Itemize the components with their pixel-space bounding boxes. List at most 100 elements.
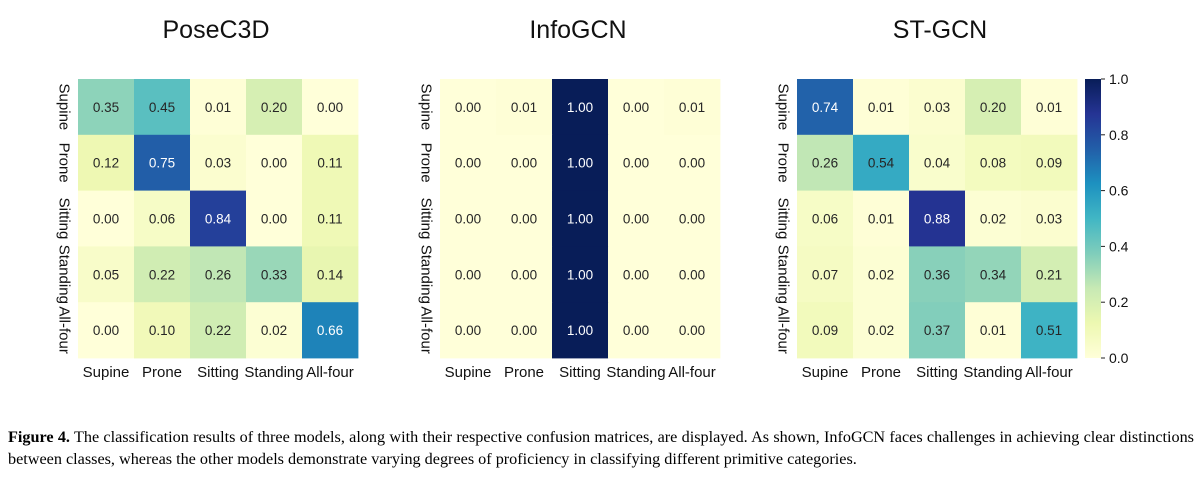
cell-value: 0.00 <box>261 156 287 171</box>
heatmap-cell <box>302 302 359 359</box>
heatmap-cell <box>1021 79 1078 136</box>
caption-text: The classification results of three mode… <box>8 428 1194 468</box>
colorbar-tick-label: 0.8 <box>1109 127 1129 143</box>
heatmap-cell <box>134 79 191 136</box>
x-tick-label: Supine <box>83 364 130 381</box>
heatmap-cell <box>302 79 359 136</box>
cell-value: 0.02 <box>261 323 287 338</box>
cell-value: 0.09 <box>1036 156 1062 171</box>
cell-value: 0.11 <box>317 212 342 227</box>
heatmap-cell <box>134 134 191 191</box>
heatmap-cell <box>552 79 609 136</box>
cell-value: 0.01 <box>205 100 231 115</box>
cell-value: 1.00 <box>567 156 593 171</box>
heatmap-cell <box>608 246 665 303</box>
heatmap-1: 0.00 0.01 1.00 0.00 0.01 0.00 0.00 1.00 0.00 0.00… <box>418 79 721 381</box>
colorbar-tick-label: 0.4 <box>1109 238 1129 254</box>
cell-value: 0.22 <box>205 323 231 338</box>
cell-value: 0.33 <box>261 267 287 282</box>
x-tick-label: Supine <box>802 364 849 381</box>
x-tick-label: Standing <box>244 364 303 381</box>
figure-caption: Figure 4. The classification results of … <box>8 426 1194 470</box>
cell-value: 0.06 <box>149 212 175 227</box>
colorbar-tick-label: 1.0 <box>1109 71 1129 87</box>
heatmap-cell <box>246 302 303 359</box>
cell-value: 0.00 <box>679 323 705 338</box>
cell-value: 0.00 <box>511 323 537 338</box>
heatmap-cell <box>190 79 247 136</box>
y-tick-label: Prone <box>775 143 792 183</box>
heatmap-cell <box>552 190 609 247</box>
heatmap-cell <box>1021 134 1078 191</box>
y-tick-label: Supine <box>418 84 435 131</box>
heatmap-cell <box>496 190 553 247</box>
heatmap-cell <box>496 302 553 359</box>
heatmap-cell <box>608 302 665 359</box>
heatmap-0: 0.35 0.45 0.01 0.20 0.00 0.12 0.75 0.03 0.00 0.11… <box>56 79 359 381</box>
x-tick-label: Sitting <box>916 364 958 381</box>
cell-value: 0.35 <box>93 100 119 115</box>
cell-value: 0.00 <box>93 323 119 338</box>
heatmap-cell <box>552 246 609 303</box>
cell-value: 0.00 <box>317 100 343 115</box>
heatmap-cell <box>302 246 359 303</box>
cell-value: 0.84 <box>205 212 232 227</box>
cell-value: 0.00 <box>511 267 537 282</box>
heatmap-cell <box>965 190 1022 247</box>
cell-value: 0.75 <box>149 156 175 171</box>
cell-value: 0.12 <box>93 156 119 171</box>
heatmap-cell <box>190 190 247 247</box>
heatmap-cell <box>965 302 1022 359</box>
heatmap-cell <box>440 134 497 191</box>
heatmap-cell <box>1021 246 1078 303</box>
heatmap-cell <box>78 79 135 136</box>
heatmap-cell <box>965 79 1022 136</box>
cell-value: 0.00 <box>511 156 537 171</box>
cell-value: 0.05 <box>93 267 119 282</box>
cell-value: 0.00 <box>623 323 649 338</box>
x-tick-label: Standing <box>963 364 1022 381</box>
heatmap-cell <box>797 302 854 359</box>
cell-value: 0.08 <box>980 156 1006 171</box>
cell-value: 0.02 <box>868 267 894 282</box>
heatmap-cell <box>909 134 966 191</box>
cell-value: 0.14 <box>317 267 344 282</box>
cell-value: 0.00 <box>261 212 287 227</box>
heatmap-cell <box>909 246 966 303</box>
cell-value: 0.11 <box>317 156 342 171</box>
y-tick-label: All-four <box>56 306 73 354</box>
heatmap-cell <box>797 246 854 303</box>
confusion-matrices: 0.35 0.45 0.01 0.20 0.00 0.12 0.75 0.03 0.00 0.11… <box>56 71 1129 381</box>
heatmap-cell <box>78 302 135 359</box>
heatmap-cell <box>78 190 135 247</box>
y-tick-label: Prone <box>56 143 73 183</box>
cell-value: 0.01 <box>868 100 894 115</box>
heatmap-cell <box>853 134 910 191</box>
cell-value: 0.00 <box>679 212 705 227</box>
cell-value: 0.51 <box>1036 323 1062 338</box>
heatmap-cell <box>853 246 910 303</box>
cell-value: 0.00 <box>455 267 481 282</box>
heatmap-cell <box>440 190 497 247</box>
heatmap-cell <box>246 190 303 247</box>
y-tick-label: All-four <box>775 306 792 354</box>
cell-value: 0.00 <box>455 100 481 115</box>
y-tick-label: Sitting <box>56 198 73 240</box>
cell-value: 0.00 <box>679 267 705 282</box>
heatmap-cell <box>909 302 966 359</box>
cell-value: 0.34 <box>980 267 1007 282</box>
y-tick-label: Supine <box>775 84 792 131</box>
cell-value: 0.01 <box>980 323 1006 338</box>
heatmap-cell <box>853 79 910 136</box>
heatmap-cell <box>134 302 191 359</box>
heatmap-cell <box>78 134 135 191</box>
heatmap-cell <box>440 79 497 136</box>
x-tick-label: Prone <box>142 364 182 381</box>
cell-value: 0.04 <box>924 156 951 171</box>
heatmap-cell <box>246 79 303 136</box>
cell-value: 0.26 <box>812 156 838 171</box>
heatmap-cell <box>1021 190 1078 247</box>
cell-value: 0.37 <box>924 323 950 338</box>
cell-value: 0.01 <box>868 212 894 227</box>
